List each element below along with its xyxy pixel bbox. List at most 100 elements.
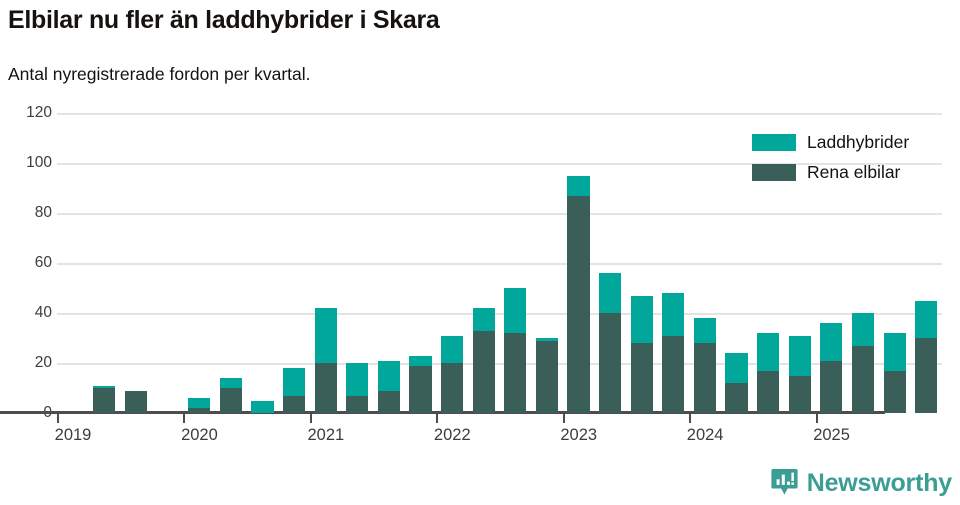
bar-group[interactable] xyxy=(472,308,495,413)
bar-segment-laddhybrider xyxy=(693,318,716,343)
x-axis-tick-label: 2019 xyxy=(54,426,92,444)
bar-group[interactable] xyxy=(251,400,274,413)
brand-name: Newsworthy xyxy=(806,468,952,497)
bar-segment-laddhybrider xyxy=(757,333,780,371)
bar-group[interactable] xyxy=(567,175,590,413)
y-axis-tick-label: 120 xyxy=(26,104,52,121)
bar-group[interactable] xyxy=(883,333,906,413)
bar-segment-rena-elbilar xyxy=(630,343,653,413)
bar-segment-laddhybrider xyxy=(788,335,811,376)
bar-group[interactable] xyxy=(757,333,780,413)
bar-segment-rena-elbilar xyxy=(188,408,211,413)
bar-segment-rena-elbilar xyxy=(820,360,843,413)
bar-segment-laddhybrider xyxy=(314,308,337,363)
bar-segment-laddhybrider xyxy=(93,385,116,388)
bar-segment-laddhybrider xyxy=(441,335,464,363)
bar-segment-laddhybrider xyxy=(725,353,748,383)
gridline xyxy=(57,263,942,265)
bar-segment-laddhybrider xyxy=(504,288,527,333)
bar-group[interactable] xyxy=(725,353,748,413)
bar-segment-laddhybrider xyxy=(851,313,875,346)
x-axis: 2019 2020 2021 2022 2023 2024 2025 xyxy=(54,414,942,454)
bar-segment-rena-elbilar xyxy=(693,343,716,413)
bar-group[interactable] xyxy=(188,398,211,413)
chart-subtitle: Antal nyregistrerade fordon per kvartal. xyxy=(8,64,311,84)
bar-segment-laddhybrider xyxy=(567,175,590,196)
bar-group[interactable] xyxy=(93,385,116,413)
x-axis-tick-mark xyxy=(815,414,818,423)
bar-group[interactable] xyxy=(409,355,432,413)
legend: Laddhybrider Rena elbilar xyxy=(752,132,909,183)
x-axis-tick-mark xyxy=(436,414,439,423)
y-axis-tick-label: 20 xyxy=(34,354,52,371)
x-axis-tick-label: 2020 xyxy=(181,426,218,444)
x-axis-tick-label: 2025 xyxy=(813,426,850,444)
bar-group[interactable] xyxy=(693,318,716,413)
x-axis-tick-mark xyxy=(183,414,186,423)
gridline xyxy=(57,213,942,215)
bars-layer xyxy=(57,113,942,413)
bar-group[interactable] xyxy=(441,335,464,413)
bar-group[interactable] xyxy=(788,335,811,413)
legend-item[interactable]: Laddhybrider xyxy=(752,132,909,153)
bar-segment-rena-elbilar xyxy=(757,370,780,413)
x-axis-tick-label: 2023 xyxy=(560,426,598,444)
bar-segment-rena-elbilar xyxy=(851,345,875,413)
bar-segment-rena-elbilar xyxy=(883,370,906,413)
bar-segment-rena-elbilar xyxy=(282,395,306,413)
bar-segment-rena-elbilar xyxy=(314,363,337,413)
bar-segment-laddhybrider xyxy=(599,273,622,313)
bar-group[interactable] xyxy=(851,313,875,413)
bar-segment-laddhybrider xyxy=(377,360,400,391)
legend-item[interactable]: Rena elbilar xyxy=(752,162,909,183)
bar-segment-rena-elbilar xyxy=(409,365,432,413)
bar-segment-rena-elbilar xyxy=(441,363,464,413)
legend-label: Rena elbilar xyxy=(807,162,901,182)
bar-group[interactable] xyxy=(662,293,685,413)
bar-segment-laddhybrider xyxy=(251,400,274,413)
newsworthy-logo: Newsworthy xyxy=(771,468,952,498)
bar-segment-laddhybrider xyxy=(883,333,906,371)
bar-group[interactable] xyxy=(124,390,148,413)
bar-group[interactable] xyxy=(377,360,400,413)
bar-segment-laddhybrider xyxy=(409,355,432,366)
bar-group[interactable] xyxy=(820,323,843,413)
x-axis-tick-mark xyxy=(57,414,59,423)
bar-segment-laddhybrider xyxy=(630,295,653,343)
bar-group[interactable] xyxy=(282,368,306,413)
x-axis-tick-mark xyxy=(689,414,692,423)
bar-segment-laddhybrider xyxy=(472,308,495,331)
bar-segment-rena-elbilar xyxy=(504,333,527,413)
bar-segment-laddhybrider xyxy=(346,363,369,396)
bar-segment-rena-elbilar xyxy=(472,330,495,413)
y-axis-tick-label: 60 xyxy=(34,254,52,271)
bar-segment-rena-elbilar xyxy=(219,388,242,413)
bar-group[interactable] xyxy=(346,363,369,413)
y-axis-tick-label: 100 xyxy=(26,154,52,171)
bar-group[interactable] xyxy=(535,338,558,413)
bar-group[interactable] xyxy=(915,300,938,413)
bar-segment-laddhybrider xyxy=(535,338,558,341)
bar-group[interactable] xyxy=(219,378,242,413)
x-axis-tick-mark xyxy=(309,414,312,423)
gridline xyxy=(57,313,942,315)
bar-segment-laddhybrider xyxy=(820,323,843,361)
x-axis-tick-label: 2024 xyxy=(686,426,724,444)
bar-chart-bubble-icon xyxy=(771,469,798,495)
bar-segment-rena-elbilar xyxy=(662,335,685,413)
bar-group[interactable] xyxy=(630,295,653,413)
bar-segment-rena-elbilar xyxy=(915,338,938,413)
bar-segment-laddhybrider xyxy=(915,300,938,338)
bar-group[interactable] xyxy=(314,308,337,413)
legend-label: Laddhybrider xyxy=(807,132,910,152)
legend-swatch xyxy=(752,134,796,151)
bar-segment-rena-elbilar xyxy=(567,195,590,413)
bar-group[interactable] xyxy=(599,273,622,413)
bar-group[interactable] xyxy=(504,288,527,413)
bar-segment-rena-elbilar xyxy=(535,340,558,413)
bar-segment-rena-elbilar xyxy=(377,390,400,413)
x-axis-tick-label: 2021 xyxy=(307,426,345,444)
x-axis-tick-label: 2022 xyxy=(433,426,471,444)
page-title: Elbilar nu fler än laddhybrider i Skara xyxy=(8,6,440,34)
plot-area xyxy=(57,113,942,413)
